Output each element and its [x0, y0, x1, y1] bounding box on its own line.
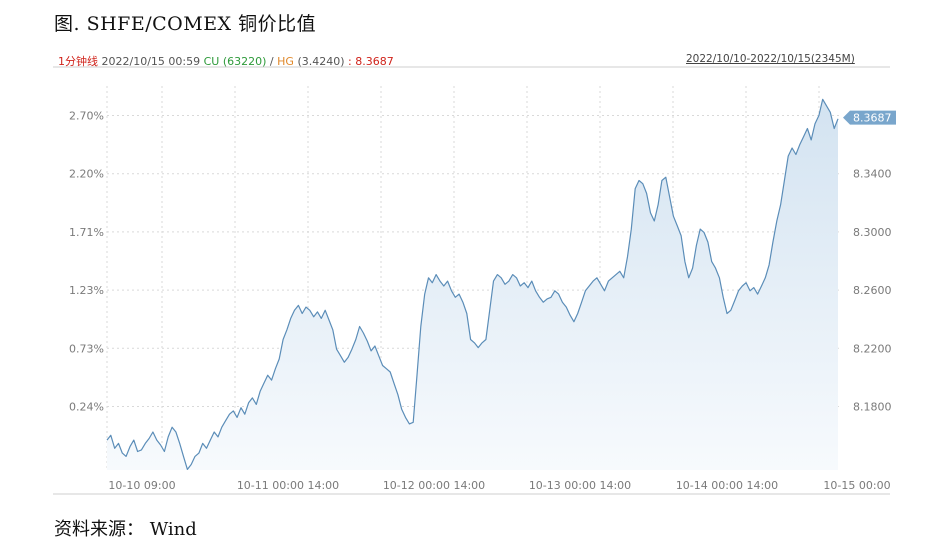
ratio-series-line	[106, 98, 839, 470]
timestamp: 2022/10/15 00:59	[101, 55, 201, 68]
last-value-badge: 8.3687	[843, 110, 896, 125]
interval-label[interactable]: 1分钟线	[58, 55, 98, 68]
y-right-tick-label: 8.2600	[853, 284, 892, 297]
separator: /	[269, 55, 274, 68]
x-tick-label: 10-15 00:00	[823, 479, 890, 492]
figure-title: 图. SHFE/COMEX 铜价比值	[54, 13, 317, 35]
y-left-tick-label: 2.20%	[69, 168, 104, 181]
y-right-tick-label: 8.1800	[853, 401, 892, 414]
x-tick-label: 10-12 00:00 14:00	[383, 479, 485, 492]
x-tick-label: 10-10 09:00	[108, 479, 175, 492]
date-range-link[interactable]: 2022/10/10-2022/10/15(2345M)	[686, 53, 855, 65]
y-left-tick-label: 1.71%	[69, 226, 104, 239]
y-left-tick-label: 1.23%	[69, 284, 104, 297]
y-right-tick-label: 8.2200	[853, 342, 892, 355]
x-tick-label: 10-14 00:00 14:00	[676, 479, 778, 492]
hg-label: HG	[277, 55, 294, 68]
ratio-value: : 8.3687	[348, 55, 394, 68]
y-left-tick-label: 0.73%	[69, 342, 104, 355]
y-left-tick-label: 0.24%	[69, 401, 104, 414]
left-axis: 0.24% 0.73% 1.23% 1.71% 2.20% 2.70%	[69, 110, 104, 414]
x-tick-label: 10-13 00:00 14:00	[529, 479, 631, 492]
hg-value: (3.4240)	[297, 55, 345, 68]
cu-label: CU	[203, 55, 220, 68]
y-left-tick-label: 2.70%	[69, 110, 104, 123]
x-axis: 10-10 09:00 10-11 00:00 14:00 10-12 00:00 …	[108, 479, 890, 492]
x-tick-label: 10-11 00:00 14:00	[237, 479, 339, 492]
area-fill	[107, 99, 838, 471]
cu-value: (63220)	[222, 55, 267, 68]
source-note: 资料来源： Wind	[54, 519, 197, 540]
y-right-tick-label: 8.3400	[853, 168, 892, 181]
last-value-text: 8.3687	[853, 112, 892, 125]
y-right-tick-label: 8.3000	[853, 226, 892, 239]
info-bar: 1分钟线 2022/10/15 00:59 CU (63220) / HG (3…	[58, 53, 394, 69]
